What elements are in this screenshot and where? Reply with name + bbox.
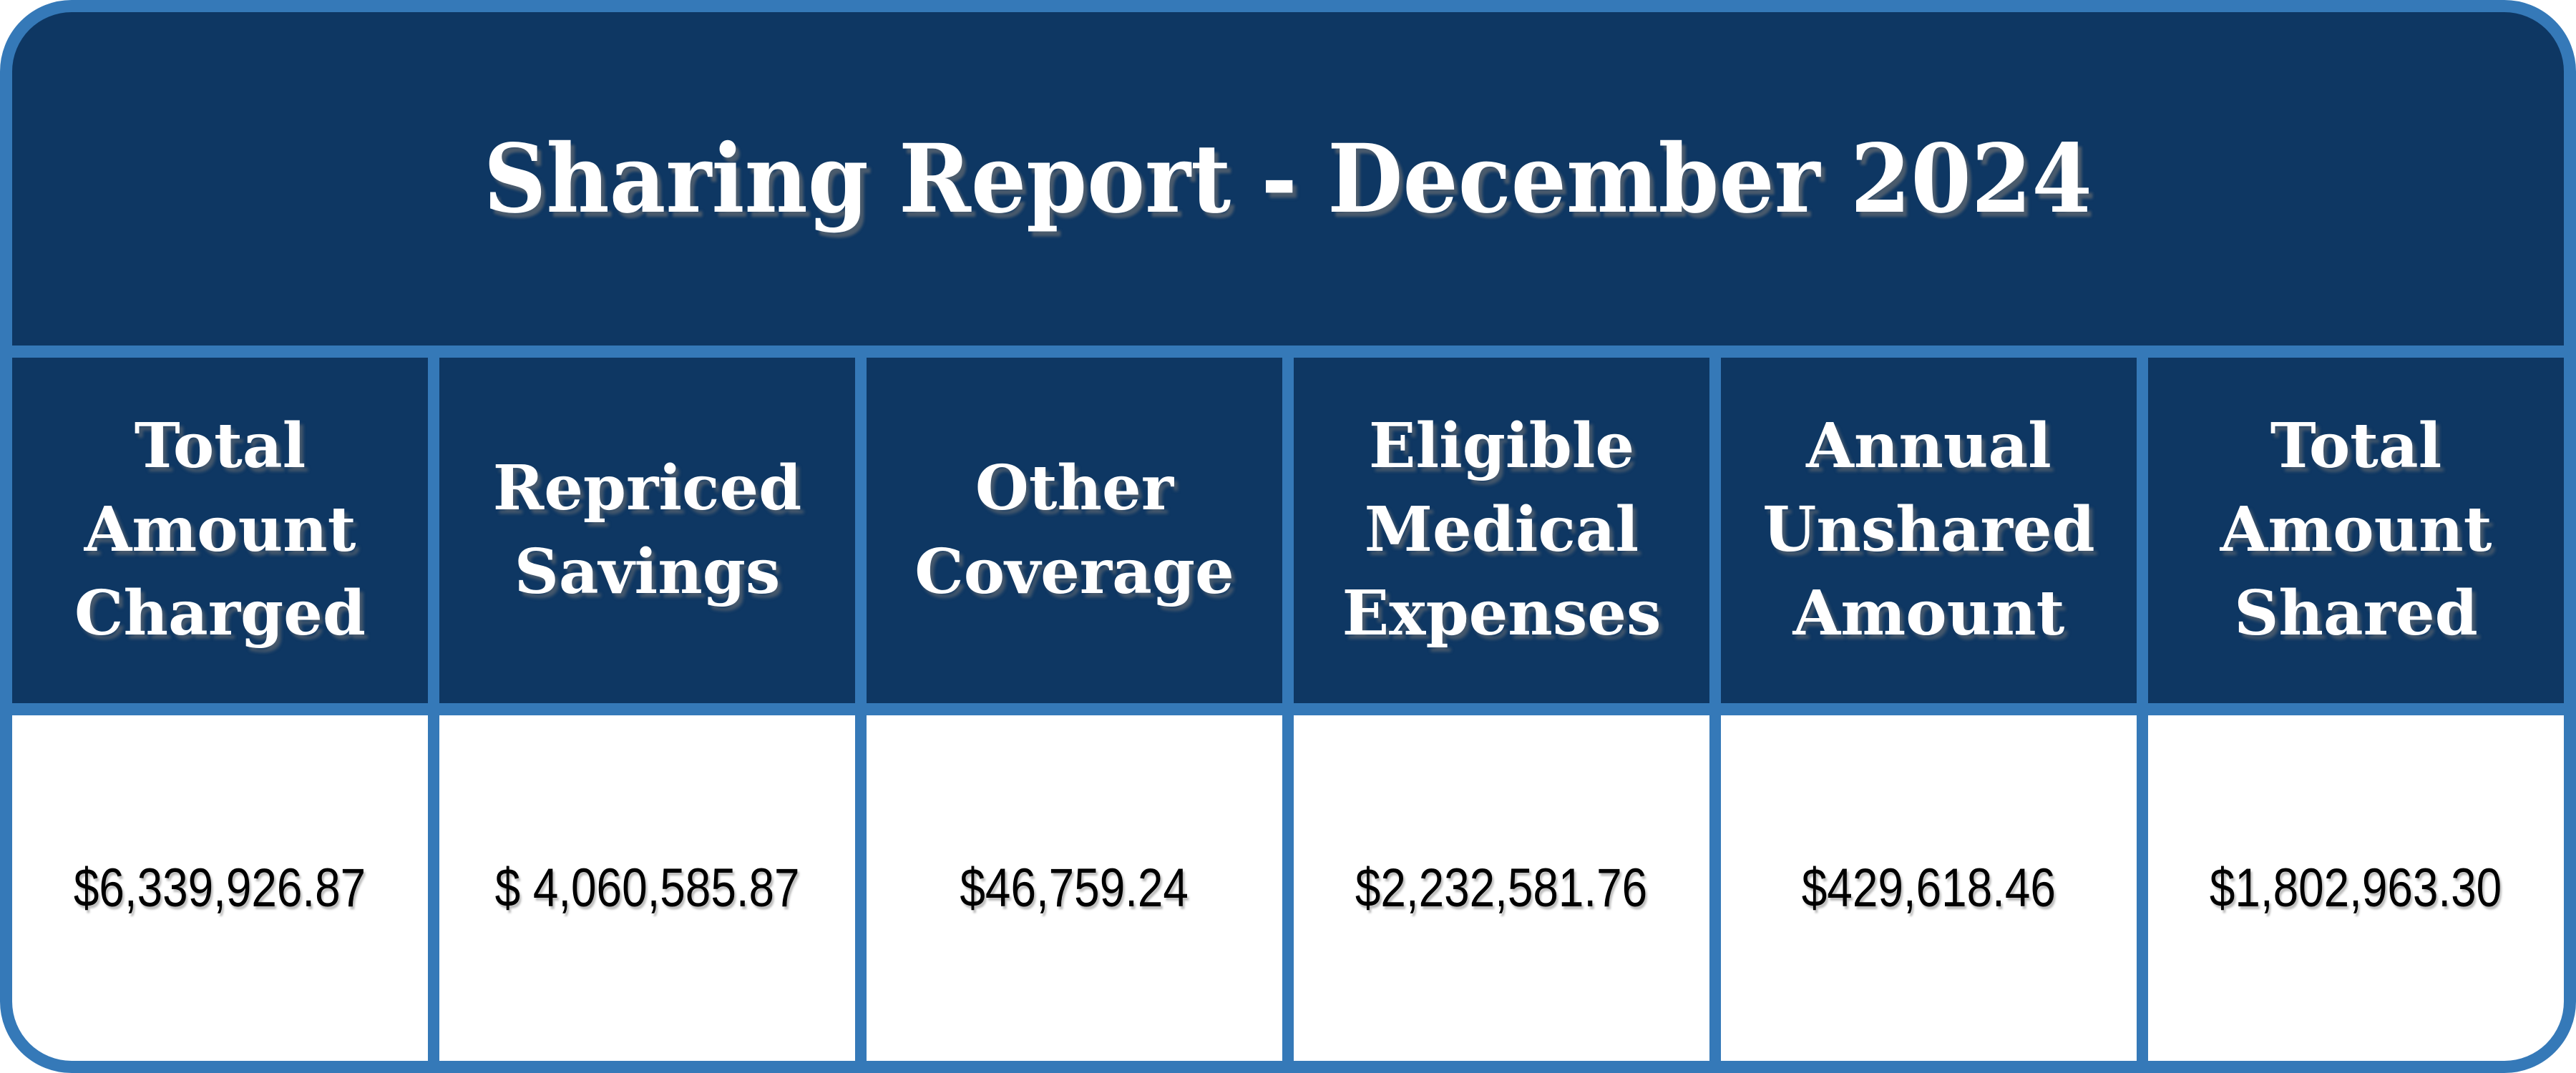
table-header-row: Total Amount Charged Repriced Savings Ot… [12,358,2564,703]
header-value-divider [12,703,2564,715]
table-value-row: $6,339,926.87 $ 4,060,585.87 $46,759.24 … [12,715,2564,1061]
column-header-label: Repriced Savings [492,451,802,608]
report-title-band: Sharing Report - December 2024 [12,12,2564,346]
column-header-label: Total Amount Shared [2220,410,2492,650]
title-header-divider [12,346,2564,358]
value-cell-repriced-savings: $ 4,060,585.87 [439,715,855,1061]
value-cell-other-coverage: $46,759.24 [867,715,1282,1061]
value-cell-eligible-medical-expenses: $2,232,581.76 [1294,715,1709,1061]
report-title: Sharing Report - December 2024 [483,123,2093,235]
value-total-amount-shared: $1,802,963.30 [2210,858,2502,918]
column-header-eligible-medical-expenses: Eligible Medical Expenses [1294,358,1709,703]
column-header-label: Annual Unshared Amount [1762,410,2095,650]
value-cell-annual-unshared-amount: $429,618.46 [1721,715,2137,1061]
value-total-amount-charged: $6,339,926.87 [74,858,366,918]
column-header-total-amount-charged: Total Amount Charged [12,358,428,703]
column-header-label: Other Coverage [914,451,1234,608]
column-header-annual-unshared-amount: Annual Unshared Amount [1721,358,2137,703]
value-repriced-savings: $ 4,060,585.87 [494,858,800,918]
column-header-other-coverage: Other Coverage [867,358,1282,703]
value-cell-total-amount-charged: $6,339,926.87 [12,715,428,1061]
column-header-total-amount-shared: Total Amount Shared [2148,358,2564,703]
value-other-coverage: $46,759.24 [960,858,1189,918]
column-header-label: Total Amount Charged [74,410,366,650]
value-annual-unshared-amount: $429,618.46 [1801,858,2057,918]
column-header-label: Eligible Medical Expenses [1342,410,1662,650]
column-header-repriced-savings: Repriced Savings [439,358,855,703]
value-eligible-medical-expenses: $2,232,581.76 [1355,858,1648,918]
value-cell-total-amount-shared: $1,802,963.30 [2148,715,2564,1061]
